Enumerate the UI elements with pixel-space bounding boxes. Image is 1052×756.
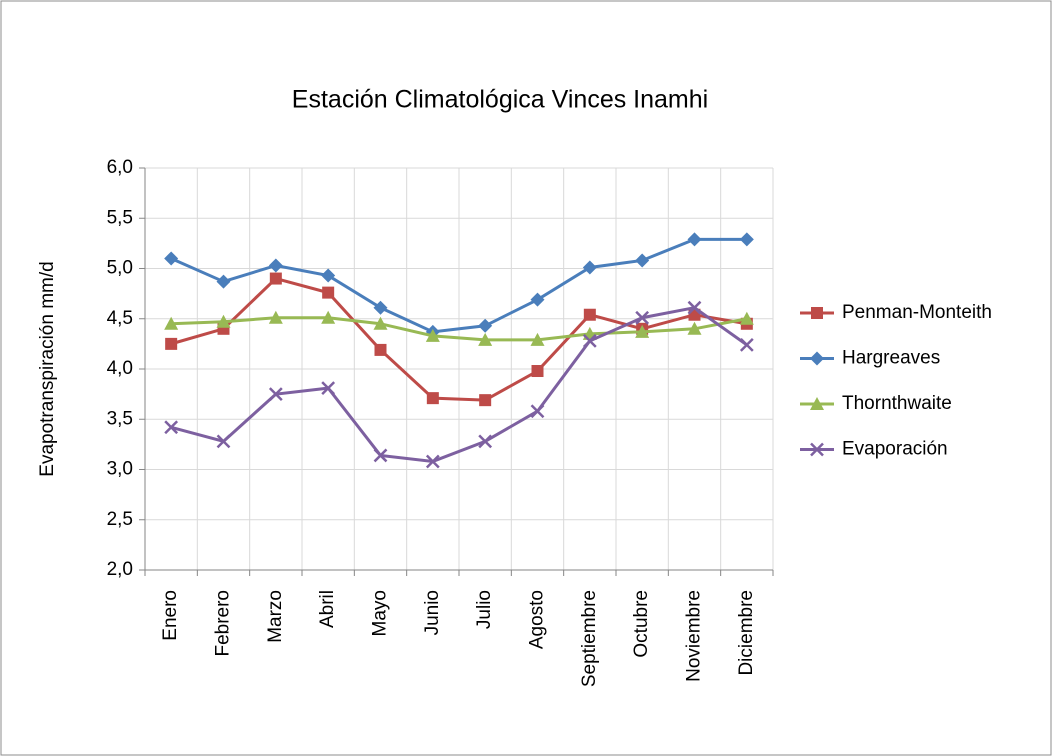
legend-label: Penman-Monteith (842, 302, 992, 323)
marker (739, 337, 754, 352)
legend-label: Evaporación (842, 439, 948, 460)
x-tick-label: Febrero (213, 590, 234, 657)
marker (164, 251, 179, 266)
y-tick-label: 4,0 (107, 358, 133, 379)
marker (810, 397, 824, 410)
marker (687, 321, 702, 335)
x-tick-label: Abril (317, 590, 338, 628)
x-tick-label: Octubre (631, 590, 652, 658)
marker (216, 274, 231, 289)
marker (164, 420, 179, 435)
x-tick-label: Septiembre (579, 590, 600, 687)
x-tick-label: Marzo (265, 590, 286, 643)
marker (216, 434, 231, 449)
x-tick-label: Agosto (527, 590, 548, 649)
marker (164, 316, 179, 330)
marker (739, 232, 754, 247)
x-tick-label: Enero (160, 590, 181, 641)
marker (530, 332, 545, 346)
marker (479, 394, 492, 407)
marker (583, 308, 596, 321)
marker (373, 316, 388, 330)
series-line (170, 276, 748, 402)
marker (530, 292, 545, 307)
marker (321, 381, 336, 395)
series-line (170, 306, 748, 463)
marker (478, 332, 493, 346)
y-tick-label: 5,0 (107, 258, 133, 279)
marker (425, 454, 440, 469)
marker (810, 442, 824, 457)
marker (687, 232, 702, 247)
y-tick-label: 2,0 (107, 559, 133, 580)
y-tick-label: 3,0 (107, 459, 133, 480)
series-line (171, 316, 748, 342)
marker (321, 310, 336, 324)
marker (269, 272, 282, 285)
x-tick-label: Noviembre (684, 590, 705, 682)
chart-title: Estación Climatológica Vinces Inamhi (292, 86, 708, 114)
marker (373, 300, 388, 315)
marker (165, 337, 178, 350)
legend-label: Hargreaves (842, 348, 940, 369)
marker (268, 258, 283, 273)
marker (322, 286, 335, 299)
x-tick-label: Julio (474, 590, 495, 629)
marker (530, 404, 545, 419)
marker (374, 343, 387, 356)
x-tick-label: Junio (422, 590, 443, 635)
marker (478, 434, 493, 449)
marker (426, 392, 439, 405)
marker (321, 268, 336, 283)
marker (531, 365, 544, 378)
marker (811, 307, 823, 319)
marker (582, 260, 597, 275)
x-tick-label: Mayo (370, 590, 391, 636)
marker (739, 311, 754, 325)
marker (582, 333, 597, 348)
y-axis-label: Evapotranspiración mm/d (37, 261, 58, 476)
legend-label: Thornthwaite (842, 393, 952, 414)
marker (810, 351, 824, 366)
marker (635, 324, 650, 338)
y-tick-label: 5,5 (107, 207, 133, 228)
y-tick-label: 3,5 (107, 408, 133, 429)
marker (687, 300, 702, 315)
series-line (170, 237, 747, 334)
x-tick-label: Diciembre (736, 590, 757, 676)
y-tick-label: 4,5 (107, 308, 133, 329)
y-tick-label: 2,5 (107, 509, 133, 530)
marker (268, 310, 283, 324)
marker (635, 253, 650, 268)
marker (635, 310, 650, 325)
marker (268, 387, 283, 402)
marker (478, 318, 493, 333)
marker (373, 448, 388, 463)
y-tick-label: 6,0 (107, 157, 133, 178)
marker (425, 328, 440, 342)
marker (216, 314, 231, 328)
